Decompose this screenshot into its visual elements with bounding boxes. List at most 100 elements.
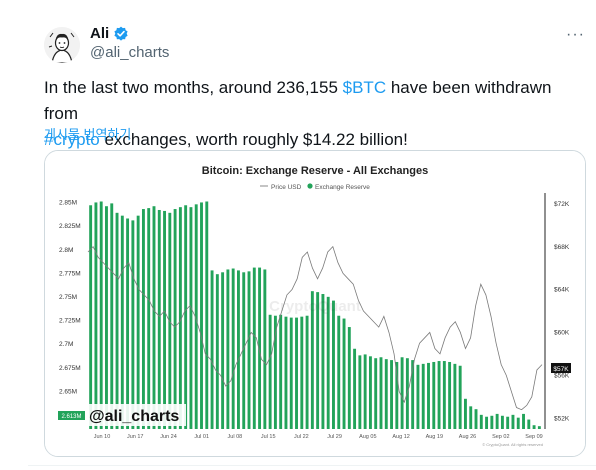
reserve-bar <box>379 357 383 429</box>
reserve-bar <box>136 215 140 429</box>
reserve-bar <box>110 203 114 429</box>
reserve-bar <box>358 355 362 429</box>
reserve-bar <box>332 300 335 429</box>
hashtag-link[interactable]: #crypto <box>44 130 100 149</box>
reserve-bar <box>527 419 531 429</box>
reserve-bar <box>231 268 235 429</box>
legend-reserve-swatch <box>307 183 313 189</box>
reserve-bar <box>152 206 156 429</box>
current-price-badge <box>551 363 571 373</box>
tweet-text-part: have been withdrawn from <box>44 78 552 123</box>
reserve-bar <box>305 315 309 429</box>
x-axis-tick: Jul 08 <box>228 434 243 440</box>
reserve-bar <box>479 414 483 429</box>
reserve-bar <box>384 359 388 429</box>
reserve-bar <box>247 271 251 429</box>
reserve-bar <box>506 416 510 429</box>
reserve-bar <box>173 209 177 429</box>
reserve-bar <box>120 215 124 429</box>
divider <box>28 465 596 466</box>
verified-badge-icon <box>113 26 129 42</box>
reserve-bar <box>89 205 93 429</box>
author-handle[interactable]: @ali_charts <box>90 44 170 61</box>
reserve-bar <box>105 206 108 429</box>
right-axis-tick: $72K <box>554 201 570 208</box>
reserve-bar <box>337 315 341 429</box>
right-axis-tick: $68K <box>554 244 570 251</box>
reserve-bar <box>300 316 304 429</box>
tweet-text-part: exchanges, worth roughly $14.22 billion! <box>99 130 408 149</box>
tweet-text-part: In the last two months, around 236,155 <box>44 78 343 97</box>
reserve-bar <box>200 202 203 429</box>
reserve-bar <box>205 201 209 429</box>
left-axis-tick: 2.65M <box>59 388 77 395</box>
reserve-bar <box>374 358 378 429</box>
reserve-bar <box>495 413 499 429</box>
x-axis-tick: Jul 01 <box>194 434 209 440</box>
reserve-bar <box>210 270 214 429</box>
reserve-bar <box>453 363 457 429</box>
legend-reserve-label: Exchange Reserve <box>315 184 370 191</box>
left-axis-tick: 2.675M <box>59 365 81 372</box>
reserve-bar <box>347 327 351 429</box>
chart-title: Bitcoin: Exchange Reserve - All Exchange… <box>202 165 428 177</box>
reserve-bar <box>353 348 357 429</box>
x-axis-tick: Jun 10 <box>94 434 111 440</box>
translate-post-link[interactable]: 게시물 번역하기 <box>44 127 132 142</box>
reserve-bar <box>416 364 420 429</box>
reserve-bar <box>511 414 515 429</box>
reserve-bar <box>237 270 240 429</box>
x-axis-tick: Jun 17 <box>127 434 144 440</box>
reserve-bar <box>258 267 262 429</box>
more-dots-icon[interactable]: ··· <box>566 26 585 43</box>
exchange-reserve-chart: Bitcoin: Exchange Reserve - All Exchange… <box>45 151 585 456</box>
reserve-bar <box>363 354 367 429</box>
chart-credit: © CryptoQuant. All rights reserved <box>482 442 543 447</box>
left-axis-tick: 2.75M <box>59 294 77 301</box>
tweet-text: In the last two months, around 236,155 $… <box>44 75 584 153</box>
current-reserve-value: 2.613M <box>61 414 81 420</box>
reserve-bar <box>189 207 193 429</box>
reserve-bar <box>421 363 425 429</box>
reserve-bar <box>168 212 172 429</box>
handle-overlay-bg <box>86 404 186 426</box>
reserve-bar <box>295 317 298 429</box>
reserve-bar <box>94 202 98 429</box>
reserve-bar <box>368 356 372 429</box>
reserve-bar <box>321 294 325 429</box>
chart-watermark: CryptoQuant <box>269 298 361 315</box>
right-axis-tick: $60K <box>554 330 570 337</box>
reserve-bar <box>194 204 198 429</box>
author-name[interactable]: Ali <box>90 25 110 42</box>
left-axis-tick: 2.725M <box>59 318 81 325</box>
price-line <box>87 245 543 411</box>
reserve-bar <box>242 272 246 429</box>
right-axis-tick: $64K <box>554 287 570 294</box>
reserve-bar <box>516 417 520 429</box>
reserve-bar <box>289 317 293 429</box>
reserve-bar <box>141 209 145 429</box>
reserve-bar <box>184 205 188 429</box>
reserve-bar <box>400 357 404 429</box>
avatar[interactable] <box>44 27 80 63</box>
reserve-bar <box>469 406 473 429</box>
reserve-bar <box>395 361 399 429</box>
reserve-bar <box>458 365 462 429</box>
x-axis-tick: Jul 22 <box>294 434 309 440</box>
reserve-bar <box>99 201 103 429</box>
media-card[interactable]: Bitcoin: Exchange Reserve - All Exchange… <box>44 150 586 457</box>
x-axis-tick: Sep 09 <box>525 434 542 440</box>
x-axis-tick: Aug 26 <box>459 434 476 440</box>
reserve-bar <box>252 267 256 429</box>
reserve-bar <box>178 207 182 429</box>
reserve-bar <box>126 218 130 429</box>
left-axis-tick: 2.775M <box>59 270 81 277</box>
reserve-bar <box>474 409 478 429</box>
reserve-bar <box>316 292 320 429</box>
reserve-bar <box>390 360 393 429</box>
cashtag-link[interactable]: $BTC <box>342 78 387 97</box>
reserve-bar <box>437 361 441 429</box>
left-axis-tick: 2.825M <box>59 223 81 230</box>
legend-price-label: Price USD <box>271 184 302 191</box>
reserve-bar <box>157 209 161 429</box>
